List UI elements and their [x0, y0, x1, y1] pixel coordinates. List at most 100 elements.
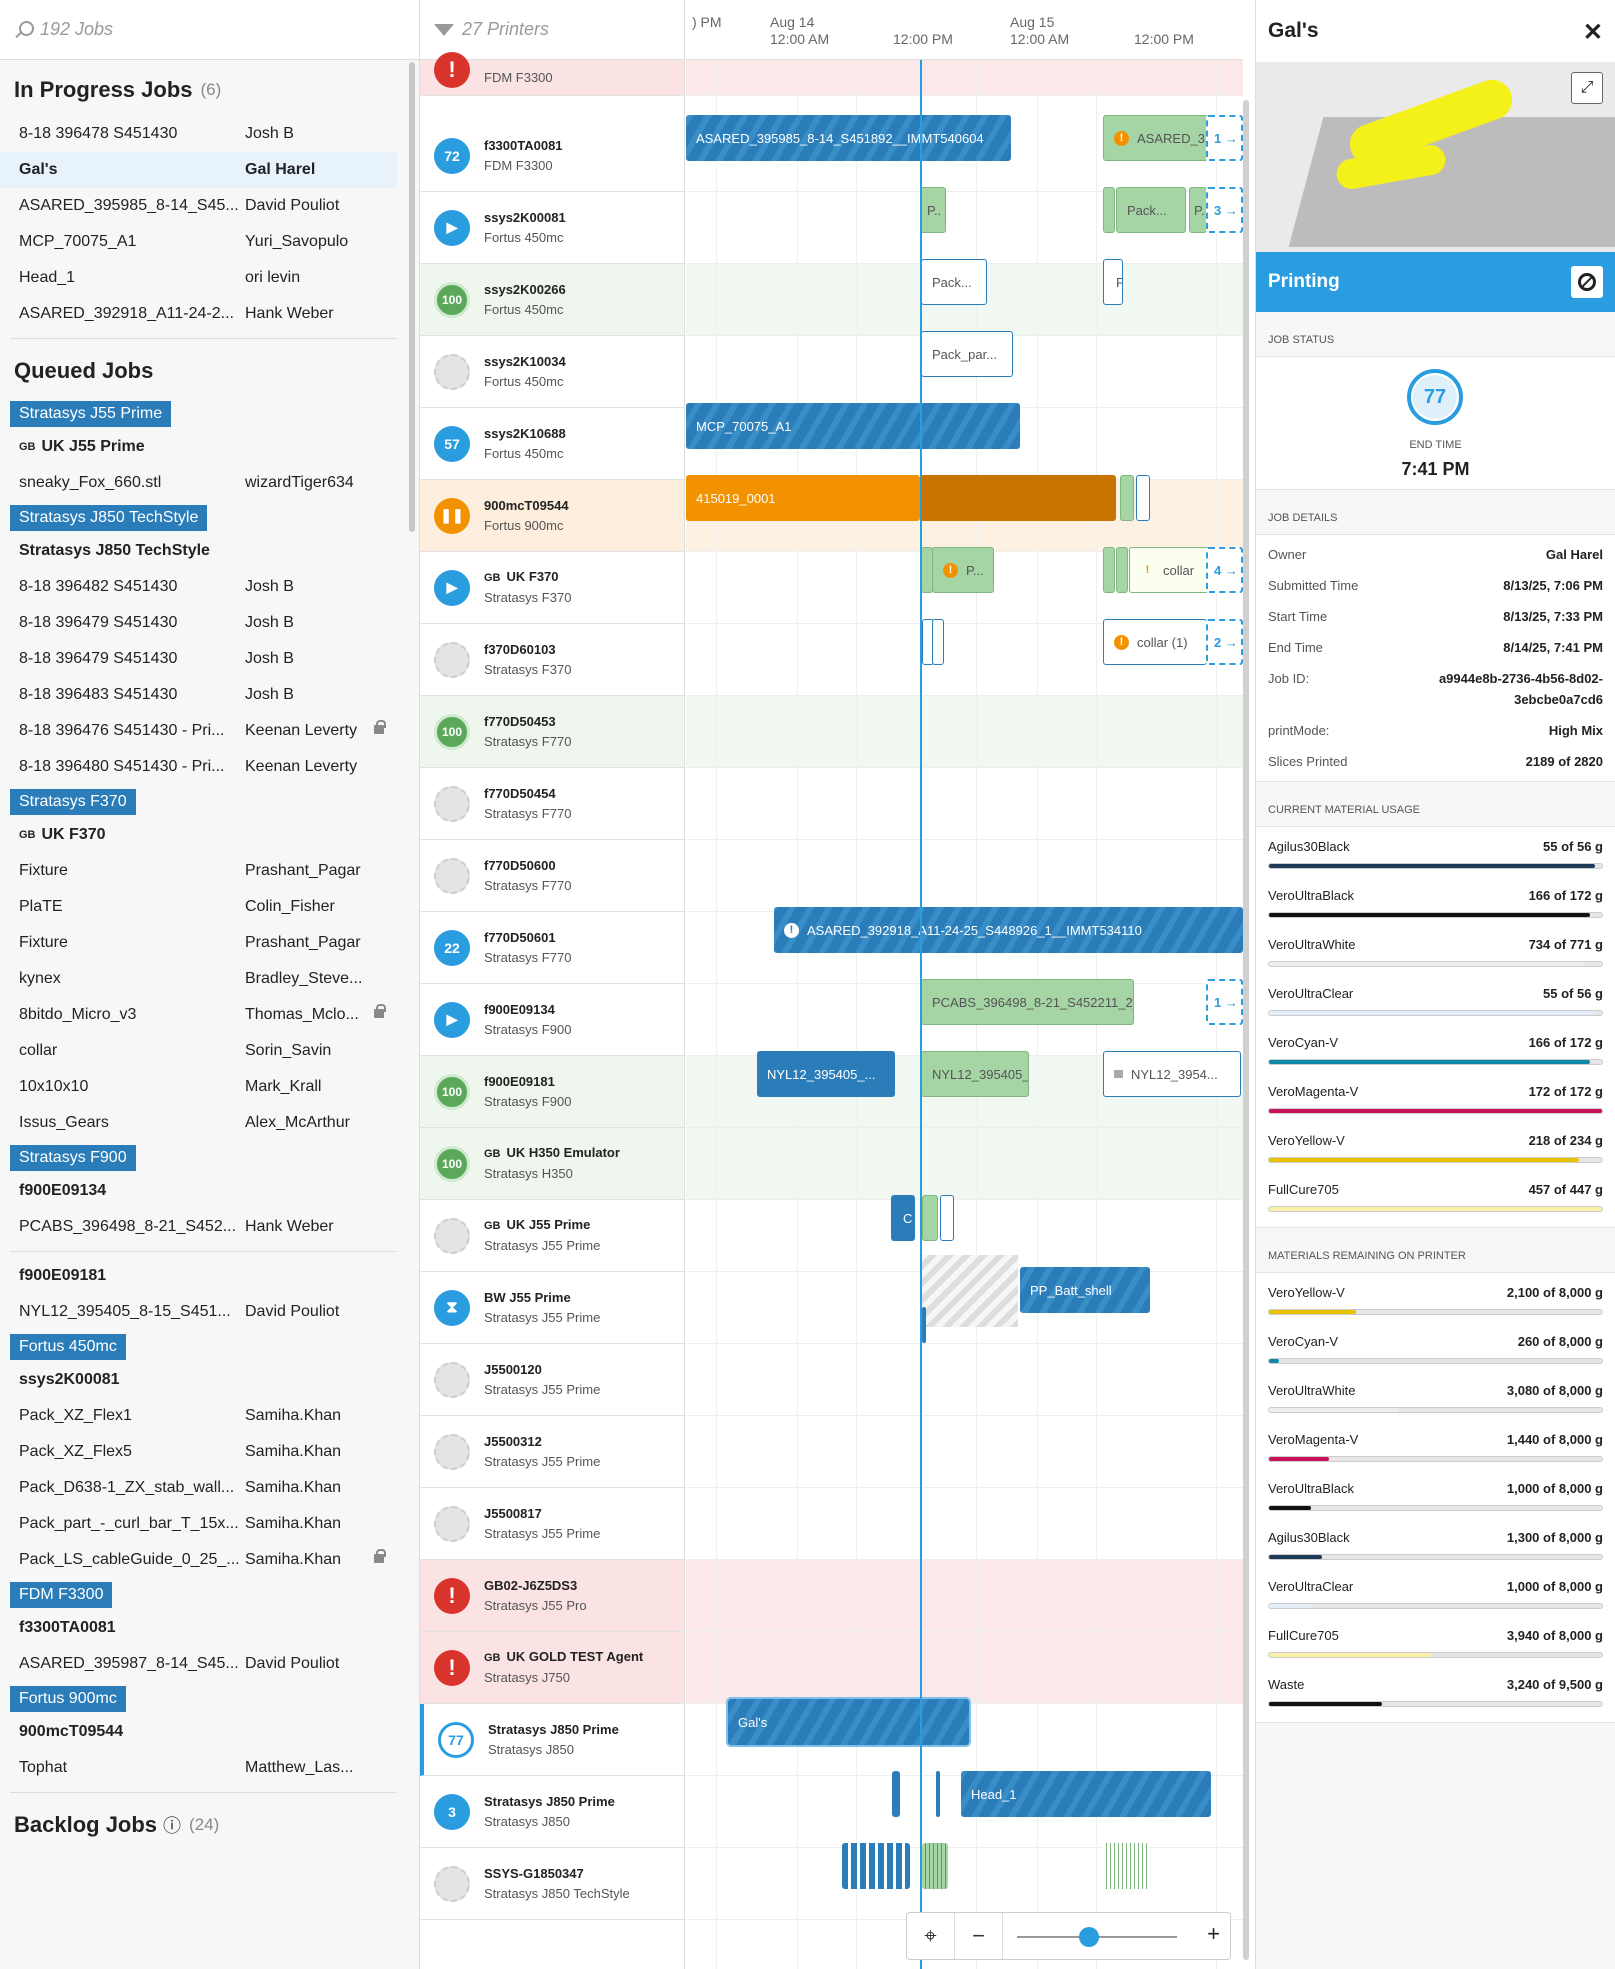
printer-row[interactable]: 72 f3300TA0081 FDM F3300	[420, 120, 684, 192]
queued-printer-name[interactable]: 900mcT09544	[0, 1714, 419, 1750]
more-jobs-button[interactable]: 1 →	[1206, 115, 1243, 161]
job-bar[interactable]: P..	[920, 187, 946, 233]
job-bar[interactable]: ! P...	[932, 547, 994, 593]
job-bar[interactable]: ! collar	[1129, 547, 1209, 593]
job-bar[interactable]: ! ASARED_392918_A11-24-25_S448926_1__IMMT…	[774, 907, 1243, 953]
queued-job-row[interactable]: PlaTE Colin_Fisher	[0, 889, 419, 925]
more-jobs-button[interactable]: 3 →	[1206, 187, 1243, 233]
printer-row[interactable]: 22 f770D50601 Stratasys F770	[420, 912, 684, 984]
job-bar[interactable]: ! collar (1)	[1103, 619, 1207, 665]
printer-row[interactable]: 3 Stratasys J850 Prime Stratasys J850	[420, 1776, 684, 1848]
queued-job-row[interactable]: 8-18 396482 S451430 Josh B	[0, 569, 419, 605]
job-bar[interactable]: Head_1	[961, 1771, 1211, 1817]
zoom-out-button[interactable]: −	[955, 1913, 1003, 1959]
queued-job-row[interactable]: Tophat Matthew_Las...	[0, 1750, 419, 1786]
queued-job-row[interactable]: kynex Bradley_Steve...	[0, 961, 419, 997]
job-bar[interactable]	[1136, 475, 1150, 521]
queued-printer-name[interactable]: f900E09181	[0, 1258, 419, 1294]
job-bar[interactable]	[932, 619, 944, 665]
job-bar-cluster[interactable]	[922, 1843, 948, 1889]
cancel-job-button[interactable]	[1571, 266, 1603, 298]
job-row[interactable]: Gal's Gal Harel	[0, 152, 397, 188]
job-bar[interactable]: P.	[1189, 187, 1207, 233]
printer-row[interactable]: ! GB UK GOLD TEST Agent Stratasys J750	[420, 1632, 684, 1704]
printer-row[interactable]: f770D50454 Stratasys F770	[420, 768, 684, 840]
printer-row[interactable]: ▶ GB UK F370 Stratasys F370	[420, 552, 684, 624]
job-bar[interactable]	[1103, 547, 1115, 593]
queued-job-row[interactable]: Pack_D638-1_ZX_stab_wall... Samiha.Khan	[0, 1470, 419, 1506]
queued-job-row[interactable]: 8-18 396479 S451430 Josh B	[0, 641, 419, 677]
timeline-scrollbar[interactable]	[1243, 100, 1249, 1960]
printer-row[interactable]: 77 Stratasys J850 Prime Stratasys J850	[420, 1704, 684, 1776]
zoom-slider-handle[interactable]	[1079, 1927, 1099, 1947]
more-jobs-button[interactable]: 2 →	[1206, 619, 1243, 665]
job-row[interactable]: 8-18 396478 S451430 Josh B	[0, 116, 419, 152]
locate-now-button[interactable]: ⌖	[907, 1913, 955, 1959]
printer-row[interactable]: J5500120 Stratasys J55 Prime	[420, 1344, 684, 1416]
job-row[interactable]: MCP_70075_A1 Yuri_Savopulo	[0, 224, 419, 260]
job-bar[interactable]	[892, 1771, 900, 1817]
printer-filter[interactable]: 27 Printers	[420, 0, 684, 60]
job-bar[interactable]: NYL12_395405_...	[757, 1051, 895, 1097]
job-bar[interactable]	[922, 1195, 938, 1241]
printer-group-label[interactable]: Stratasys J55 Prime	[10, 401, 172, 427]
job-bar[interactable]: ASARED_395985_8-14_S451892__IMMT540604	[686, 115, 1011, 161]
close-icon[interactable]: ✕	[1582, 19, 1603, 46]
job-bar[interactable]	[1103, 187, 1115, 233]
queued-job-row[interactable]: 8-18 396480 S451430 - Pri... Keenan Lever…	[0, 749, 419, 785]
job-bar[interactable]: NYL12_3954...	[1103, 1051, 1241, 1097]
job-bar[interactable]: Pack...	[1116, 187, 1186, 233]
job-bar[interactable]: PP_Batt_shell	[1020, 1267, 1150, 1313]
job-bar-selected[interactable]: Gal's	[728, 1699, 969, 1745]
printer-row[interactable]: 100 f770D50453 Stratasys F770	[420, 696, 684, 768]
job-bar[interactable]	[922, 1307, 926, 1343]
job-bar[interactable]: P	[1103, 259, 1123, 305]
printer-row[interactable]: ▶ f900E09134 Stratasys F900	[420, 984, 684, 1056]
timeline-panel[interactable]: ) PM Aug 14 12:00 AM 12:00 PM Aug 15 12:00…	[686, 0, 1243, 1969]
printer-row[interactable]: 100 f900E09181 Stratasys F900	[420, 1056, 684, 1128]
queued-job-row[interactable]: 8bitdo_Micro_v3 Thomas_Mclo...	[0, 997, 419, 1033]
printer-row[interactable]: 57 ssys2K10688 Fortus 450mc	[420, 408, 684, 480]
printer-row[interactable]: ▶ ssys2K00081 Fortus 450mc	[420, 192, 684, 264]
queued-job-row[interactable]: Pack_XZ_Flex5 Samiha.Khan	[0, 1434, 419, 1470]
queued-printer-name[interactable]: Stratasys J850 TechStyle	[0, 533, 419, 569]
queued-job-row[interactable]: Issus_Gears Alex_McArthur	[0, 1105, 419, 1141]
job-bar[interactable]: PCABS_396498_8-21_S452211_2__I...	[921, 979, 1134, 1025]
printer-row[interactable]: SSYS-G1850347 Stratasys J850 TechStyle	[420, 1848, 684, 1920]
job-bar-cluster[interactable]	[842, 1843, 910, 1889]
printer-group-label[interactable]: FDM F3300	[10, 1582, 113, 1608]
queued-job-row[interactable]: 10x10x10 Mark_Krall	[0, 1069, 419, 1105]
job-bar[interactable]	[920, 475, 1116, 521]
queued-printer-name[interactable]: f900E09134	[0, 1173, 419, 1209]
job-list-scrollbar[interactable]	[409, 62, 415, 532]
queued-job-row[interactable]: Fixture Prashant_Pagar	[0, 925, 419, 961]
zoom-in-button[interactable]: +	[1207, 1921, 1220, 1947]
printer-row[interactable]: ! FDM F3300	[420, 51, 684, 96]
queued-job-row[interactable]: sneaky_Fox_660.stl wizardTiger634	[0, 465, 419, 501]
job-bar[interactable]	[936, 1771, 940, 1817]
more-jobs-button[interactable]: 1 →	[1206, 979, 1243, 1025]
queued-job-row[interactable]: PCABS_396498_8-21_S452... Hank Weber	[0, 1209, 419, 1245]
job-bar-cluster[interactable]	[1103, 1843, 1149, 1889]
job-bar[interactable]	[940, 1195, 954, 1241]
info-icon[interactable]: ⓘ	[163, 1816, 182, 1836]
job-bar[interactable]: 415019_0001	[686, 475, 920, 521]
printer-row[interactable]: f370D60103 Stratasys F370	[420, 624, 684, 696]
queued-job-row[interactable]: NYL12_395405_8-15_S451... David Pouliot	[0, 1294, 419, 1330]
queued-job-row[interactable]: Pack_part_-_curl_bar_T_15x... Samiha.Khan	[0, 1506, 419, 1542]
printer-row[interactable]: 100 GB UK H350 Emulator Stratasys H350	[420, 1128, 684, 1200]
printer-group-label[interactable]: Fortus 900mc	[10, 1686, 126, 1712]
printer-row[interactable]: J5500312 Stratasys J55 Prime	[420, 1416, 684, 1488]
printer-group-label[interactable]: Stratasys F900	[10, 1145, 136, 1171]
printer-group-label[interactable]: Fortus 450mc	[10, 1334, 126, 1360]
job-row[interactable]: ASARED_395985_8-14_S45... David Pouliot	[0, 188, 419, 224]
job-bar[interactable]: Pack...	[921, 259, 987, 305]
job-bar[interactable]: C	[891, 1195, 915, 1241]
job-bar[interactable]	[1120, 475, 1134, 521]
queued-printer-name[interactable]: GB UK F370	[0, 817, 419, 853]
job-bar[interactable]	[1116, 547, 1128, 593]
job-row[interactable]: Head_1 ori levin	[0, 260, 419, 296]
queued-job-row[interactable]: Pack_LS_cableGuide_0_25_... Samiha.Khan	[0, 1542, 419, 1578]
job-bar[interactable]: Pack_par...	[921, 331, 1013, 377]
queued-printer-name[interactable]: ssys2K00081	[0, 1362, 419, 1398]
